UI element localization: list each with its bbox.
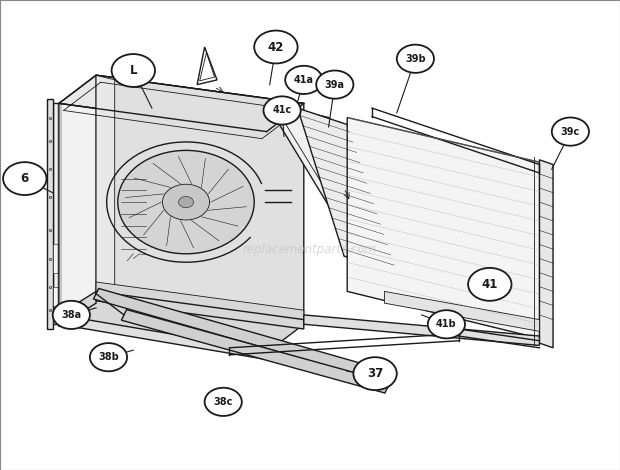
Circle shape <box>397 45 434 73</box>
Circle shape <box>3 162 46 195</box>
Circle shape <box>254 31 298 63</box>
Polygon shape <box>304 315 539 345</box>
Bar <box>53 287 58 306</box>
Circle shape <box>264 96 301 125</box>
Text: 41b: 41b <box>436 319 457 329</box>
Text: 38a: 38a <box>61 310 81 320</box>
Polygon shape <box>384 291 539 331</box>
Circle shape <box>90 343 127 371</box>
Circle shape <box>112 54 155 87</box>
Text: 37: 37 <box>367 367 383 380</box>
Polygon shape <box>539 160 553 348</box>
Text: 41c: 41c <box>272 105 292 116</box>
Text: replacementparts.com: replacementparts.com <box>243 243 377 256</box>
Text: 39c: 39c <box>560 126 580 137</box>
Polygon shape <box>59 75 304 132</box>
Polygon shape <box>96 75 304 324</box>
Polygon shape <box>46 99 53 329</box>
Text: 6: 6 <box>20 172 29 185</box>
Polygon shape <box>94 289 362 374</box>
Text: 41: 41 <box>482 278 498 291</box>
Circle shape <box>205 388 242 416</box>
Text: 39a: 39a <box>325 79 345 90</box>
Circle shape <box>316 70 353 99</box>
Text: L: L <box>130 64 137 77</box>
Text: 42: 42 <box>268 40 284 54</box>
Polygon shape <box>96 75 115 296</box>
Polygon shape <box>53 103 59 324</box>
Polygon shape <box>59 291 96 327</box>
Circle shape <box>285 66 322 94</box>
Polygon shape <box>59 103 267 352</box>
Circle shape <box>118 150 254 254</box>
Text: 38c: 38c <box>213 397 233 407</box>
Text: 39b: 39b <box>405 54 426 64</box>
Bar <box>53 244 58 273</box>
Text: 38b: 38b <box>98 352 119 362</box>
Circle shape <box>353 357 397 390</box>
Bar <box>369 183 376 193</box>
Circle shape <box>552 118 589 146</box>
Polygon shape <box>59 315 267 360</box>
Polygon shape <box>96 291 304 329</box>
Polygon shape <box>267 103 434 291</box>
Circle shape <box>53 301 90 329</box>
Circle shape <box>179 196 193 208</box>
Polygon shape <box>122 310 390 393</box>
Circle shape <box>428 310 465 338</box>
Polygon shape <box>347 118 539 338</box>
Polygon shape <box>298 108 397 273</box>
Circle shape <box>162 184 210 220</box>
Circle shape <box>468 268 512 301</box>
Polygon shape <box>96 282 304 322</box>
Polygon shape <box>59 296 304 352</box>
Text: 41a: 41a <box>294 75 314 85</box>
